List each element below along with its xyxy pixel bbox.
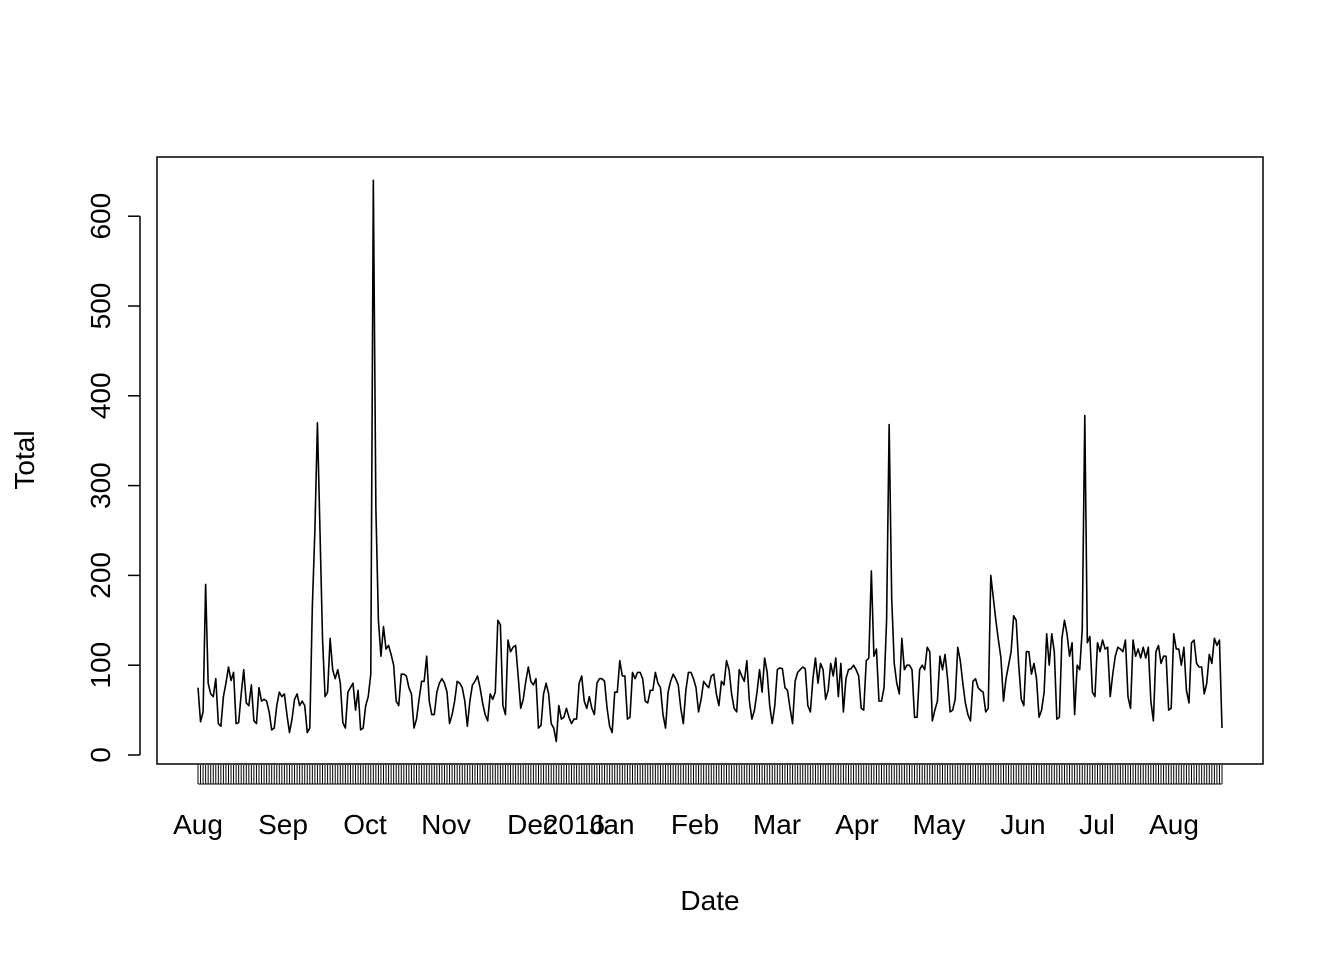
x-tick-label: Feb xyxy=(671,809,719,840)
x-tick-label: Mar xyxy=(753,809,801,840)
y-tick-label: 0 xyxy=(85,747,116,763)
plot-frame xyxy=(156,156,1264,765)
y-axis: 0 100 200 300 400 500 600 xyxy=(85,193,141,763)
y-tick-label: 200 xyxy=(85,552,116,599)
y-tick-label: 400 xyxy=(85,372,116,419)
y-axis-label: Total xyxy=(9,430,40,489)
series-layer xyxy=(197,179,1223,743)
x-tick-label: Jan xyxy=(589,809,634,840)
y-tick-label: 500 xyxy=(85,283,116,330)
x-tick-label: Nov xyxy=(421,809,471,840)
x-tick-label: Apr xyxy=(835,809,879,840)
x-tick-label: 2016 xyxy=(543,809,605,840)
series-line xyxy=(197,179,1223,743)
x-tick-label: Sep xyxy=(258,809,308,840)
x-tick-label: Aug xyxy=(173,809,223,840)
y-tick-label: 600 xyxy=(85,193,116,240)
x-tick-label: Jul xyxy=(1079,809,1115,840)
x-tick-label: Aug xyxy=(1149,809,1199,840)
x-tick-label: May xyxy=(913,809,966,840)
x-axis-label: Date xyxy=(680,885,739,916)
x-tick-label: Jun xyxy=(1000,809,1045,840)
x-tick-label: Dec xyxy=(507,809,557,840)
x-tick-label: Oct xyxy=(343,809,387,840)
y-tick-label: 300 xyxy=(85,462,116,509)
y-tick-label: 100 xyxy=(85,642,116,689)
